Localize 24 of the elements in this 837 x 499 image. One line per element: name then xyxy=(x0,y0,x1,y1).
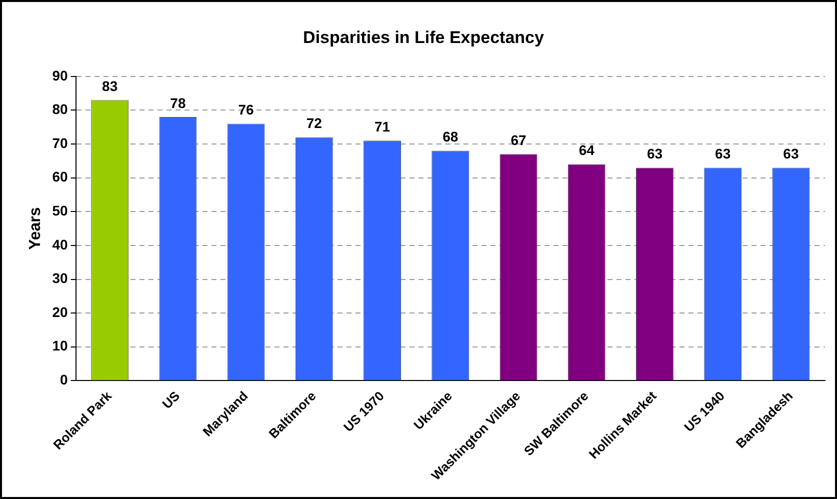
y-tick-label: 30 xyxy=(52,270,68,286)
y-tick-label: 50 xyxy=(52,202,68,219)
y-tick-label: 20 xyxy=(52,304,68,320)
y-tick-label: 60 xyxy=(52,168,68,185)
chart-title: Disparities in Life Expectancy xyxy=(303,28,545,47)
data-label: 64 xyxy=(578,142,595,158)
y-tick-label: 70 xyxy=(52,134,68,151)
data-label: 76 xyxy=(238,102,254,118)
data-label: 63 xyxy=(715,146,731,162)
x-tick-label: US xyxy=(159,388,183,412)
data-label: 63 xyxy=(646,146,663,162)
y-tick-label: 10 xyxy=(52,338,68,354)
data-label: 72 xyxy=(306,115,322,132)
y-tick-label: 80 xyxy=(52,101,68,118)
data-label: 67 xyxy=(510,132,526,148)
y-tick-label: 0 xyxy=(60,372,68,388)
data-label: 78 xyxy=(170,94,186,111)
data-label: 68 xyxy=(442,128,458,145)
y-axis-title: Years xyxy=(27,207,44,250)
y-tick-label: 40 xyxy=(52,236,68,252)
y-tick-label: 90 xyxy=(52,67,68,84)
data-label: 71 xyxy=(374,118,390,134)
data-label: 63 xyxy=(783,146,799,162)
data-label: 83 xyxy=(102,78,118,94)
